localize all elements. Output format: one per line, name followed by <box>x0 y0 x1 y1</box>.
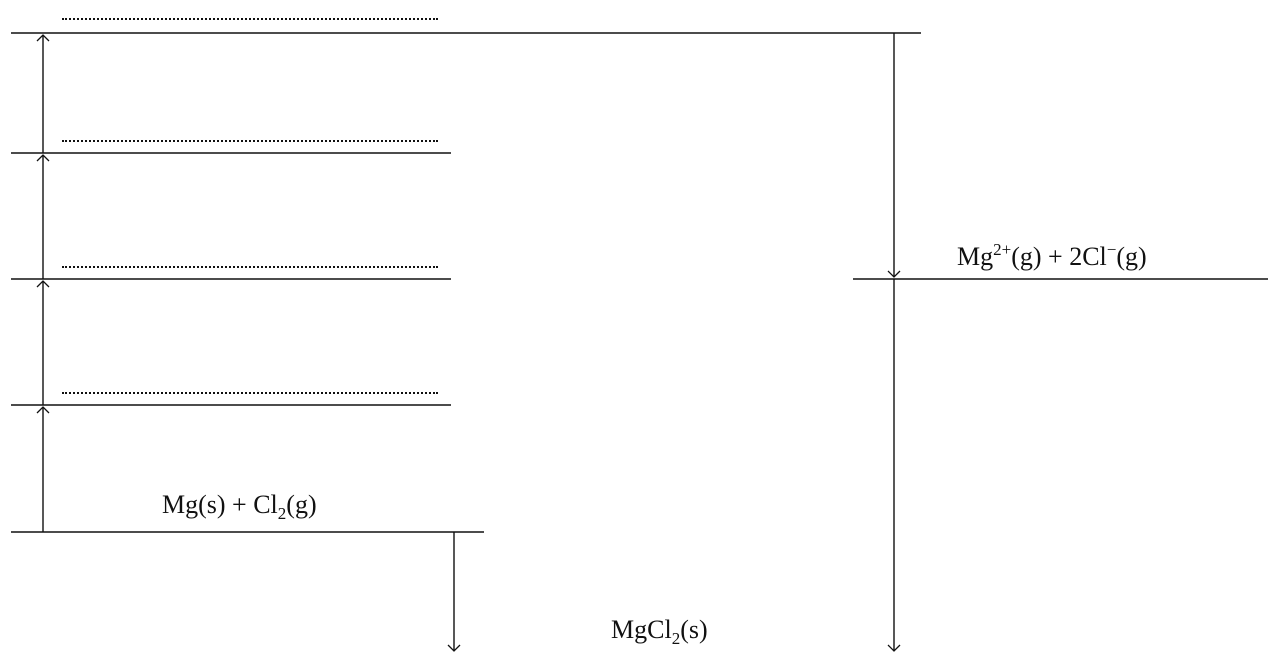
gaseous-ions-label-cl-charge: − <box>1106 240 1117 259</box>
gaseous-ions-label: Mg2+(g) + 2Cl−(g) <box>957 241 1147 270</box>
reactants-label-state: (g) <box>286 490 317 519</box>
product-label-state: (s) <box>680 615 708 644</box>
product-label-subscript: 2 <box>671 629 681 648</box>
reactants-label-subscript: 2 <box>277 504 287 523</box>
answer-blank-line-3 <box>62 260 438 268</box>
gaseous-ions-label-mg-charge: 2+ <box>993 240 1012 259</box>
product-label: MgCl2(s) <box>611 615 708 648</box>
answer-blank-line-1 <box>62 12 438 20</box>
gaseous-ions-label-state: (g) <box>1116 242 1147 271</box>
reactants-label-text: Mg(s) + Cl <box>162 490 278 519</box>
reactants-label: Mg(s) + Cl2(g) <box>162 490 317 523</box>
answer-blank-line-4 <box>62 386 438 394</box>
gaseous-ions-label-cl: (g) + 2Cl <box>1011 242 1107 271</box>
product-label-text: MgCl <box>611 615 672 644</box>
answer-blank-line-2 <box>62 134 438 142</box>
gaseous-ions-label-mg: Mg <box>957 242 994 271</box>
